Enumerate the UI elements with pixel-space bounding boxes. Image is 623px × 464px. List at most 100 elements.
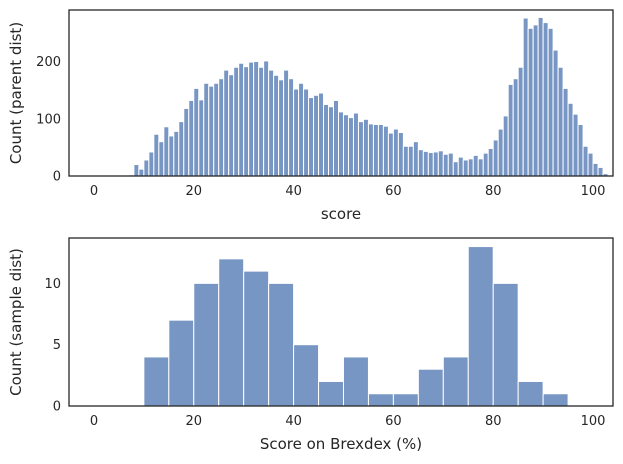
histogram-bar bbox=[273, 74, 280, 177]
x-tick-label: 100 bbox=[581, 184, 606, 199]
histogram-bar bbox=[253, 61, 260, 177]
histogram-bar bbox=[497, 128, 504, 177]
x-tick-label: 60 bbox=[385, 184, 402, 199]
histogram-bar bbox=[357, 121, 364, 177]
histogram-bar bbox=[308, 97, 315, 177]
histogram-bar bbox=[472, 154, 479, 177]
histogram-bar bbox=[233, 66, 240, 177]
histogram-bar bbox=[158, 141, 165, 177]
histogram-bar bbox=[173, 130, 180, 177]
histogram-bar bbox=[288, 78, 295, 177]
histogram-bar bbox=[268, 282, 295, 407]
x-tick-label: 40 bbox=[285, 184, 302, 199]
histogram-bar bbox=[542, 393, 569, 407]
x-axis-label: score bbox=[321, 205, 361, 223]
axes-frame bbox=[68, 237, 614, 407]
bottom-histogram-panel: 0 20 40 60 80 100 0 5 10 Score on Brexdex (%) Coun… bbox=[7, 237, 614, 453]
histogram-bar bbox=[143, 356, 170, 407]
histogram-bar bbox=[422, 150, 429, 177]
histogram-bar bbox=[238, 62, 245, 177]
histogram-bar bbox=[572, 113, 579, 177]
histogram-bar bbox=[223, 69, 230, 177]
histogram-bar bbox=[432, 151, 439, 177]
histogram-bar bbox=[512, 78, 519, 177]
histogram-bar bbox=[168, 319, 195, 407]
histogram-bar bbox=[392, 393, 419, 407]
x-tick-label: 20 bbox=[185, 414, 202, 429]
x-tick-label: 100 bbox=[581, 414, 606, 429]
histogram-bar bbox=[382, 125, 389, 177]
histogram-bar bbox=[318, 380, 344, 407]
histogram-bar bbox=[527, 27, 534, 177]
histogram-bar bbox=[447, 152, 454, 177]
x-tick-label: 20 bbox=[185, 184, 202, 199]
histogram-bar bbox=[487, 148, 494, 177]
x-axis-label: Score on Brexdex (%) bbox=[260, 435, 422, 453]
histogram-bar bbox=[367, 393, 394, 407]
x-tick-label: 60 bbox=[385, 414, 402, 429]
histogram-bar bbox=[183, 107, 190, 177]
histogram-bar bbox=[283, 69, 290, 177]
histogram-bar bbox=[188, 99, 195, 177]
histogram-bar bbox=[492, 282, 519, 407]
histogram-bar bbox=[243, 66, 250, 177]
histogram-bar bbox=[507, 83, 514, 177]
x-tick-label: 0 bbox=[90, 184, 98, 199]
histogram-bar bbox=[442, 356, 469, 407]
histogram-bar bbox=[303, 88, 310, 177]
histogram-bar bbox=[577, 123, 584, 177]
histogram-bar bbox=[467, 158, 474, 177]
histogram-bar bbox=[213, 82, 220, 177]
histogram-bar bbox=[567, 102, 574, 177]
histogram-bar bbox=[367, 123, 374, 177]
x-tick-label: 80 bbox=[485, 184, 502, 199]
histogram-bar bbox=[552, 49, 559, 177]
histogram-bar bbox=[517, 66, 524, 177]
histogram-bar bbox=[342, 114, 349, 177]
histogram-bar bbox=[462, 159, 469, 177]
histogram-bar bbox=[193, 87, 200, 177]
histogram-bar bbox=[542, 22, 549, 177]
x-tick-label: 0 bbox=[90, 414, 98, 429]
histogram-bar bbox=[377, 123, 384, 177]
histogram-bar bbox=[592, 162, 599, 177]
histogram-bar bbox=[392, 128, 399, 177]
histogram-bar bbox=[198, 99, 205, 177]
y-tick-label: 200 bbox=[36, 55, 61, 70]
histogram-bar bbox=[243, 270, 270, 407]
histogram-bar bbox=[457, 156, 464, 177]
top-histogram-panel: 0 20 40 60 80 100 0 100 200 score Count (parent di… bbox=[7, 9, 614, 223]
histogram-bar bbox=[467, 246, 494, 407]
histogram-bar bbox=[293, 88, 300, 177]
histogram-bar bbox=[522, 17, 529, 177]
y-axis-label: Count (sample dist) bbox=[7, 248, 25, 396]
histogram-bar bbox=[537, 16, 544, 177]
x-tick-label: 80 bbox=[485, 414, 502, 429]
histogram-bar bbox=[268, 69, 275, 177]
histogram-bar bbox=[148, 151, 155, 177]
histogram-bar bbox=[582, 145, 589, 177]
histogram-bar bbox=[427, 152, 434, 177]
histogram-bar bbox=[352, 112, 359, 177]
histogram-bar bbox=[228, 74, 235, 177]
histogram-bar bbox=[258, 66, 265, 177]
histogram-bar bbox=[293, 344, 320, 407]
y-tick-label: 0 bbox=[53, 400, 61, 415]
histogram-bar bbox=[342, 356, 369, 407]
histogram-bar bbox=[263, 60, 270, 177]
x-tick-label: 40 bbox=[285, 414, 302, 429]
histogram-bar bbox=[143, 159, 150, 177]
axes-frame bbox=[68, 9, 614, 177]
histogram-bar bbox=[218, 78, 225, 177]
histogram-bar bbox=[278, 79, 285, 177]
histogram-bar bbox=[597, 166, 604, 177]
histogram-bar bbox=[417, 149, 424, 177]
histogram-bar bbox=[133, 164, 140, 177]
histogram-bar bbox=[218, 258, 245, 407]
histogram-bar bbox=[407, 145, 414, 177]
histogram-bar bbox=[323, 103, 330, 177]
histogram-bar bbox=[313, 94, 320, 177]
histogram-bar bbox=[333, 99, 340, 177]
histogram-bar bbox=[517, 380, 544, 407]
